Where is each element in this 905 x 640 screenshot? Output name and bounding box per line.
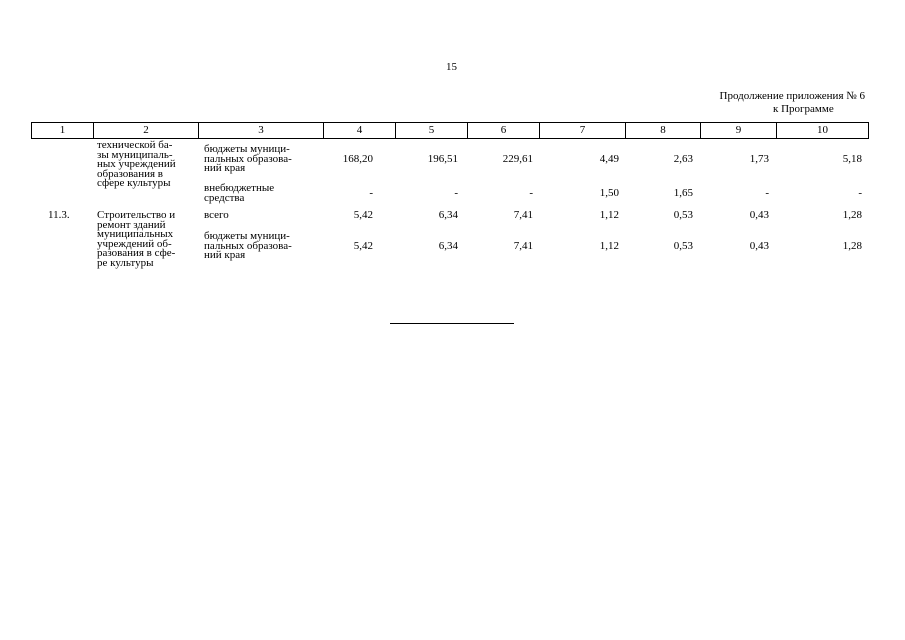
cell-value: -: [454, 186, 458, 199]
cell-value: 5,42: [353, 239, 373, 252]
cell-value: 7,41: [513, 239, 533, 252]
row-description: Строительство и ремонт зданий муниципаль…: [97, 209, 176, 269]
cell-value: -: [369, 186, 373, 199]
cell-value: 229,61: [502, 152, 533, 165]
cell-value: 4,49: [599, 152, 619, 165]
column-header: 8: [625, 122, 700, 139]
column-header: 5: [395, 122, 467, 139]
row-source: бюджеты муници- пальных образова- ний кр…: [204, 143, 292, 175]
row-description: технической ба- зы муниципаль- ных учреж…: [97, 139, 176, 190]
cell-value: -: [529, 186, 533, 199]
cell-value: 0,43: [749, 239, 769, 252]
row-number: 11.3.: [48, 209, 70, 221]
column-header: 9: [700, 122, 776, 139]
cell-value: 1,28: [842, 239, 862, 252]
cell-value: 6,34: [438, 209, 458, 221]
column-header: 10: [776, 122, 869, 139]
cell-value: 1,65: [673, 186, 693, 199]
column-header: 4: [323, 122, 395, 139]
cell-value: 5,18: [842, 152, 862, 165]
cell-value: 0,53: [673, 209, 693, 221]
cell-value: 1,28: [842, 209, 862, 221]
column-header: 7: [539, 122, 625, 139]
row-source: бюджеты муници- пальных образова- ний кр…: [204, 230, 292, 262]
page-number: 15: [446, 61, 457, 73]
column-header: 6: [467, 122, 539, 139]
cell-value: 168,20: [342, 152, 373, 165]
row-source: всего: [204, 209, 229, 221]
column-header: 3: [198, 122, 323, 139]
cell-value: 1,50: [599, 186, 619, 199]
continuation-sub: к Программе: [773, 103, 834, 115]
cell-value: 196,51: [427, 152, 458, 165]
separator: [390, 323, 514, 324]
cell-value: 0,43: [749, 209, 769, 221]
cell-value: 6,34: [438, 239, 458, 252]
column-header: 2: [93, 122, 198, 139]
continuation: Продолжение приложения № 6: [719, 90, 865, 102]
cell-value: 2,63: [673, 152, 693, 165]
cell-value: 5,42: [353, 209, 373, 221]
cell-value: 7,41: [513, 209, 533, 221]
row-source: внебюджетные средства: [204, 182, 275, 204]
cell-value: 1,12: [599, 239, 619, 252]
cell-value: 0,53: [673, 239, 693, 252]
cell-value: -: [765, 186, 769, 199]
cell-value: 1,73: [749, 152, 769, 165]
column-header: 1: [31, 122, 93, 139]
cell-value: 1,12: [599, 209, 619, 221]
cell-value: -: [858, 186, 862, 199]
